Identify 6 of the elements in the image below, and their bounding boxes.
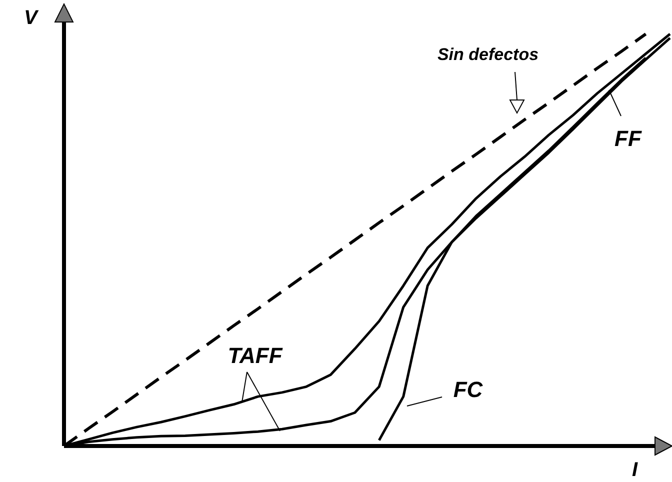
x-axis-title: I [632, 459, 638, 481]
y-axis-title: V [24, 7, 39, 29]
annotation: FF [614, 126, 642, 151]
annotation: FC [453, 377, 484, 402]
annotation: Sin defectos [437, 45, 539, 64]
annotation: TAFF [228, 343, 283, 368]
